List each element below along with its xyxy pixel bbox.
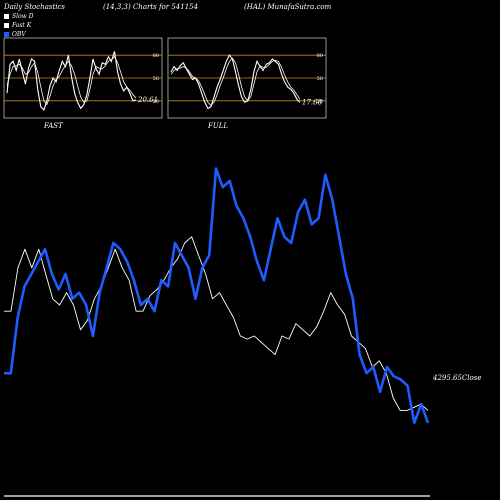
legend-label: Fast K: [12, 22, 32, 29]
panel-caption-full: FULL: [208, 122, 229, 130]
level-label-20: 20: [153, 99, 159, 105]
series-line-fast-fast-k: [6, 51, 137, 111]
obv-line: [4, 167, 430, 425]
legend-item-fast-k: Fast K: [4, 21, 34, 30]
legend: Slow D Fast K OBV: [4, 12, 34, 39]
level-label-20: 20: [317, 99, 323, 105]
series-line-fast-slow-d: [6, 56, 137, 106]
legend-swatch: [4, 14, 9, 19]
legend-item-obv: OBV: [4, 30, 34, 39]
level-label-50: 50: [317, 76, 323, 82]
close-price-line: [4, 236, 429, 411]
close-value-label: 4295.65Close: [433, 374, 482, 382]
legend-swatch: [4, 23, 9, 28]
chart-ticker: (HAL) MunafaSutra.com: [244, 3, 332, 11]
legend-swatch: [4, 32, 9, 37]
series-line-full-slow-d: [170, 57, 301, 106]
level-label-80: 80: [317, 53, 323, 59]
legend-label: OBV: [12, 31, 26, 38]
last-value-label-fast: 20.61: [137, 96, 158, 104]
chart-title: Daily Stochastics: [4, 3, 66, 11]
last-value-label-full: 17.68: [302, 98, 323, 106]
level-label-50: 50: [153, 76, 159, 82]
chart-params: (14,3,3) Charts for 541154: [103, 3, 199, 11]
legend-item-slow-d: Slow D: [4, 12, 34, 21]
panel-caption-fast: FAST: [44, 122, 63, 130]
level-label-80: 80: [153, 53, 159, 59]
legend-label: Slow D: [12, 13, 34, 20]
series-line-full-fast-k: [170, 54, 301, 110]
